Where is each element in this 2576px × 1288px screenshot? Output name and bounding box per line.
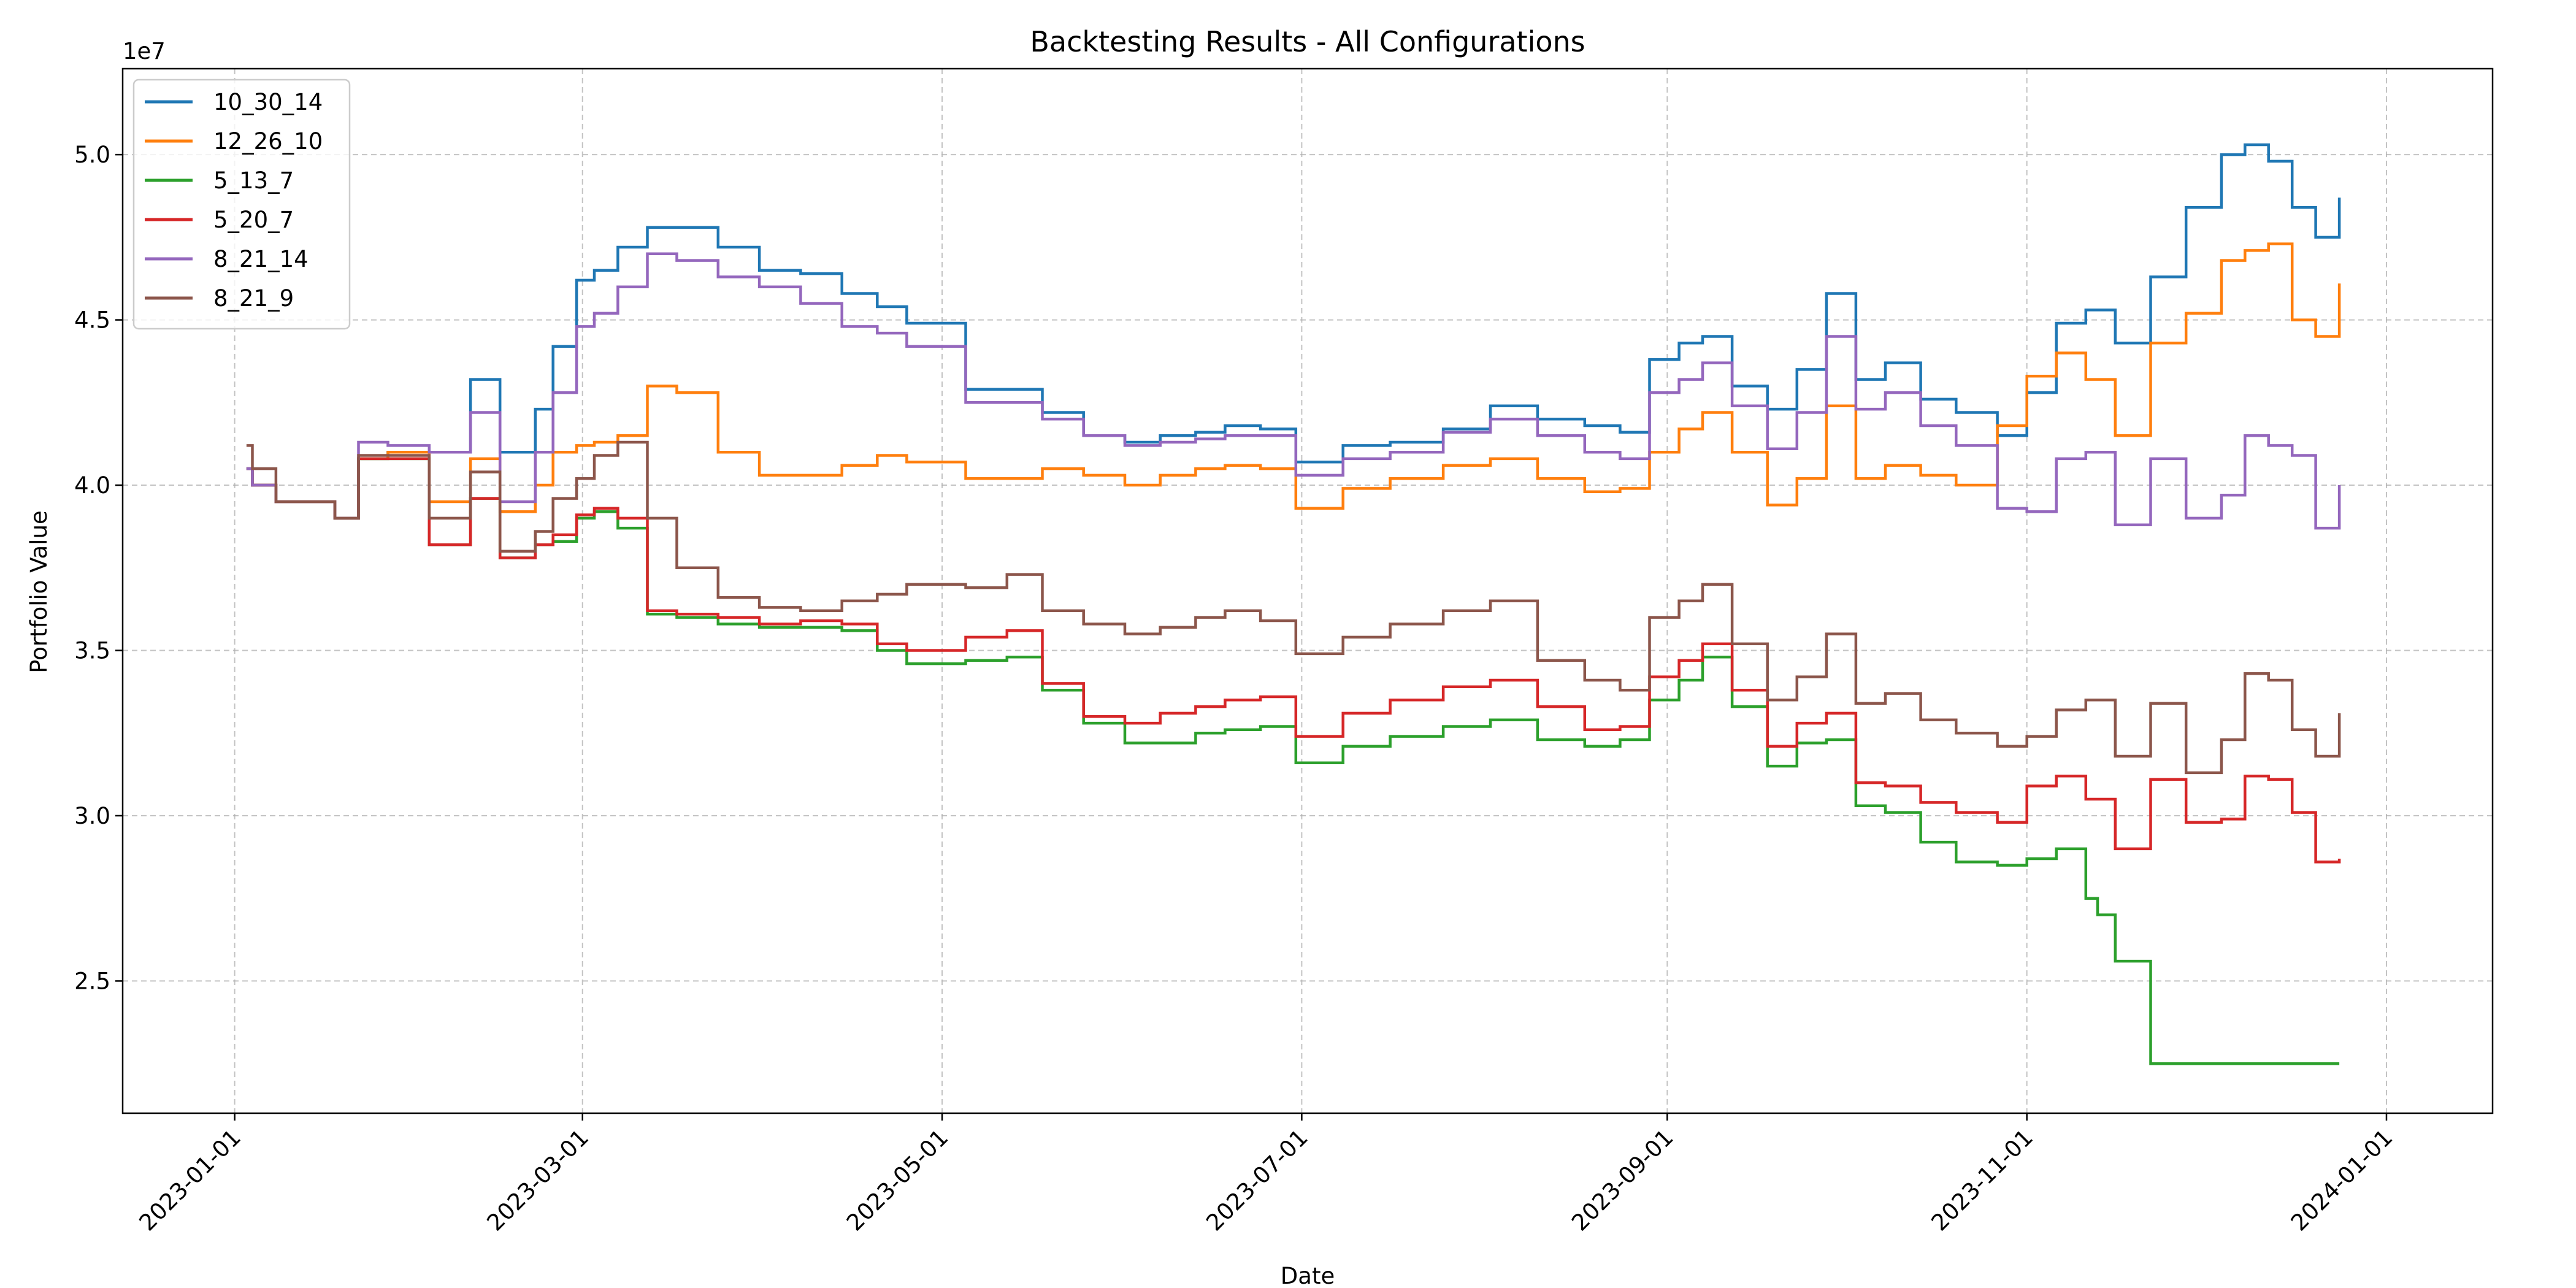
legend-label: 5_13_7 [213, 167, 294, 194]
chart-title: Backtesting Results - All Configurations [1030, 25, 1585, 58]
legend-label: 8_21_14 [213, 246, 309, 272]
legend-label: 5_20_7 [213, 207, 294, 233]
series-line-8_21_14 [246, 252, 2341, 530]
legend-label: 10_30_14 [213, 89, 323, 115]
series-line-5_20_7 [246, 457, 2341, 864]
series-line-12_26_10 [246, 242, 2341, 520]
x-axis-label: Date [1281, 1263, 1335, 1288]
series-line-8_21_9 [246, 440, 2341, 775]
y-tick-label: 5.0 [74, 142, 110, 168]
plot-frame [121, 67, 2494, 1114]
y-axis-label: Portfolio Value [26, 510, 52, 673]
y-tick-label: 3.5 [74, 638, 110, 664]
y-tick-label: 4.0 [74, 472, 110, 499]
y-offset-label: 1e7 [123, 38, 166, 64]
y-tick-label: 2.5 [74, 968, 110, 994]
y-axis: 2.5 3.0 3.5 4.0 4.5 5.0 [74, 142, 123, 994]
series-layer [246, 143, 2341, 1065]
legend-label: 8_21_9 [213, 285, 294, 312]
y-tick-label: 3.0 [74, 803, 110, 829]
y-tick-label: 4.5 [74, 307, 110, 334]
legend-label: 12_26_10 [213, 128, 323, 155]
legend: 10_30_14 12_26_10 5_13_7 5_20_7 8_21_14 8_21_… [132, 79, 351, 330]
